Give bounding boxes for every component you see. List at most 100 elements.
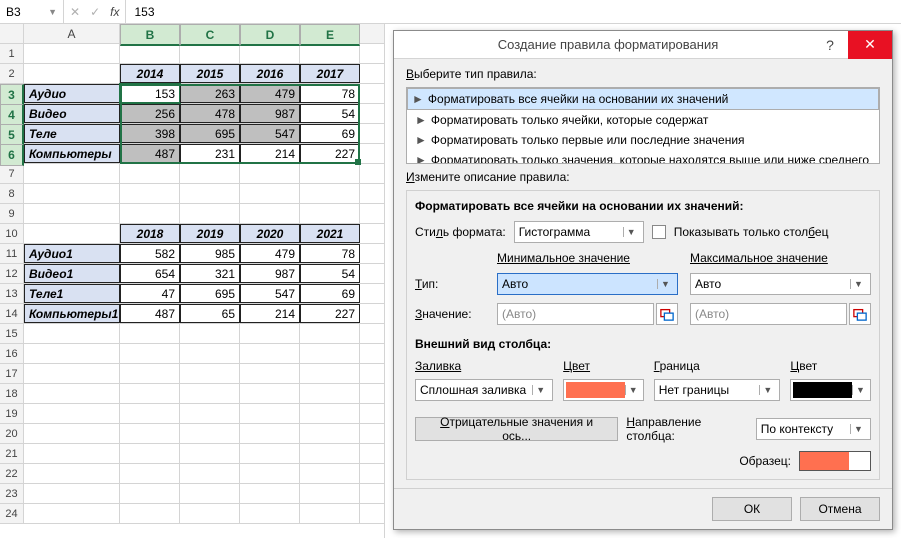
rule-type-item[interactable]: ►Форматировать только первые или последн… bbox=[407, 130, 879, 150]
cell[interactable]: 47 bbox=[120, 284, 180, 303]
year-header[interactable]: 2021 bbox=[300, 224, 360, 243]
cell[interactable]: 321 bbox=[180, 264, 240, 283]
help-button[interactable]: ? bbox=[812, 37, 848, 53]
cell[interactable] bbox=[180, 344, 240, 363]
cell[interactable]: 654 bbox=[120, 264, 180, 283]
cell[interactable]: 256 bbox=[120, 104, 180, 123]
cell[interactable]: 78 bbox=[300, 244, 360, 263]
row-header[interactable]: 16 bbox=[0, 344, 24, 363]
cell[interactable] bbox=[24, 484, 120, 503]
cell[interactable] bbox=[120, 424, 180, 443]
formula-value[interactable]: 153 bbox=[126, 0, 901, 23]
cell[interactable] bbox=[120, 504, 180, 523]
cell[interactable]: 54 bbox=[300, 104, 360, 123]
cell[interactable]: 227 bbox=[300, 304, 360, 323]
cell[interactable] bbox=[240, 184, 300, 203]
row-label[interactable]: Компьютеры bbox=[24, 144, 120, 163]
cell[interactable] bbox=[24, 224, 120, 243]
cell[interactable] bbox=[300, 384, 360, 403]
cell[interactable] bbox=[300, 404, 360, 423]
cell[interactable] bbox=[300, 164, 360, 183]
cell[interactable] bbox=[300, 424, 360, 443]
row-header[interactable]: 23 bbox=[0, 484, 24, 503]
fill-type-select[interactable]: Сплошная заливка▼ bbox=[415, 379, 553, 401]
cell[interactable] bbox=[300, 444, 360, 463]
cell[interactable]: 54 bbox=[300, 264, 360, 283]
cell[interactable] bbox=[180, 404, 240, 423]
cell[interactable] bbox=[120, 184, 180, 203]
cell[interactable] bbox=[24, 184, 120, 203]
cell[interactable] bbox=[300, 364, 360, 383]
row-header[interactable]: 3 bbox=[0, 84, 24, 106]
ref-picker-icon[interactable] bbox=[849, 303, 871, 325]
cell[interactable]: 582 bbox=[120, 244, 180, 263]
row-header[interactable]: 13 bbox=[0, 284, 24, 303]
border-type-select[interactable]: Нет границы▼ bbox=[654, 379, 781, 401]
cell[interactable] bbox=[300, 464, 360, 483]
close-button[interactable]: ✕ bbox=[848, 31, 892, 59]
border-color-select[interactable]: ▼ bbox=[790, 379, 871, 401]
cell[interactable] bbox=[180, 424, 240, 443]
cell[interactable]: 547 bbox=[240, 124, 300, 143]
row-header[interactable]: 2 bbox=[0, 64, 24, 83]
row-header[interactable]: 17 bbox=[0, 364, 24, 383]
cell[interactable] bbox=[24, 344, 120, 363]
cell[interactable] bbox=[300, 204, 360, 223]
cell[interactable] bbox=[300, 484, 360, 503]
row-header[interactable]: 24 bbox=[0, 504, 24, 523]
name-box[interactable]: B3 ▼ bbox=[0, 0, 64, 23]
row-label[interactable]: Аудио bbox=[24, 84, 120, 103]
cell[interactable] bbox=[180, 504, 240, 523]
cell[interactable]: 78 bbox=[300, 84, 360, 103]
confirm-icon[interactable]: ✓ bbox=[90, 5, 100, 19]
row-header[interactable]: 10 bbox=[0, 224, 24, 243]
cell[interactable] bbox=[120, 404, 180, 423]
cell[interactable]: 227 bbox=[300, 144, 360, 163]
cell[interactable]: 478 bbox=[180, 104, 240, 123]
rule-type-item[interactable]: ►Форматировать только значения, которые … bbox=[407, 150, 879, 164]
cell[interactable] bbox=[24, 424, 120, 443]
year-header[interactable]: 2016 bbox=[240, 64, 300, 83]
cell[interactable] bbox=[120, 364, 180, 383]
cell[interactable] bbox=[180, 184, 240, 203]
year-header[interactable]: 2020 bbox=[240, 224, 300, 243]
row-header[interactable]: 6 bbox=[0, 144, 24, 166]
cell[interactable] bbox=[300, 184, 360, 203]
cell[interactable] bbox=[240, 424, 300, 443]
cell[interactable]: 985 bbox=[180, 244, 240, 263]
max-value-input[interactable]: (Авто) bbox=[690, 303, 847, 325]
row-header[interactable]: 8 bbox=[0, 184, 24, 203]
cell[interactable] bbox=[300, 44, 360, 63]
cell[interactable] bbox=[240, 504, 300, 523]
cell[interactable] bbox=[24, 204, 120, 223]
cell[interactable] bbox=[24, 504, 120, 523]
cell[interactable] bbox=[240, 444, 300, 463]
cell[interactable] bbox=[24, 464, 120, 483]
cell[interactable] bbox=[180, 364, 240, 383]
cell[interactable]: 398 bbox=[120, 124, 180, 143]
min-type-select[interactable]: Авто▼ bbox=[497, 273, 678, 295]
row-header[interactable]: 4 bbox=[0, 104, 24, 126]
cell[interactable]: 65 bbox=[180, 304, 240, 323]
cell[interactable] bbox=[300, 344, 360, 363]
cell[interactable] bbox=[300, 504, 360, 523]
cell[interactable] bbox=[180, 384, 240, 403]
cell[interactable] bbox=[180, 484, 240, 503]
row-label[interactable]: Видео1 bbox=[24, 264, 120, 283]
cell[interactable] bbox=[240, 464, 300, 483]
col-header-E[interactable]: E bbox=[300, 24, 360, 46]
cell[interactable] bbox=[120, 324, 180, 343]
cell[interactable] bbox=[240, 164, 300, 183]
min-value-input[interactable]: (Авто) bbox=[497, 303, 654, 325]
cell[interactable] bbox=[180, 44, 240, 63]
cell[interactable] bbox=[120, 484, 180, 503]
dialog-titlebar[interactable]: Создание правила форматирования ? ✕ bbox=[394, 31, 892, 59]
year-header[interactable]: 2017 bbox=[300, 64, 360, 83]
row-header[interactable]: 22 bbox=[0, 464, 24, 483]
row-label[interactable]: Аудио1 bbox=[24, 244, 120, 263]
row-label[interactable]: Теле bbox=[24, 124, 120, 143]
cell[interactable] bbox=[180, 444, 240, 463]
rule-type-item[interactable]: ►Форматировать только ячейки, которые со… bbox=[407, 110, 879, 130]
cell[interactable] bbox=[24, 384, 120, 403]
cell[interactable] bbox=[120, 44, 180, 63]
